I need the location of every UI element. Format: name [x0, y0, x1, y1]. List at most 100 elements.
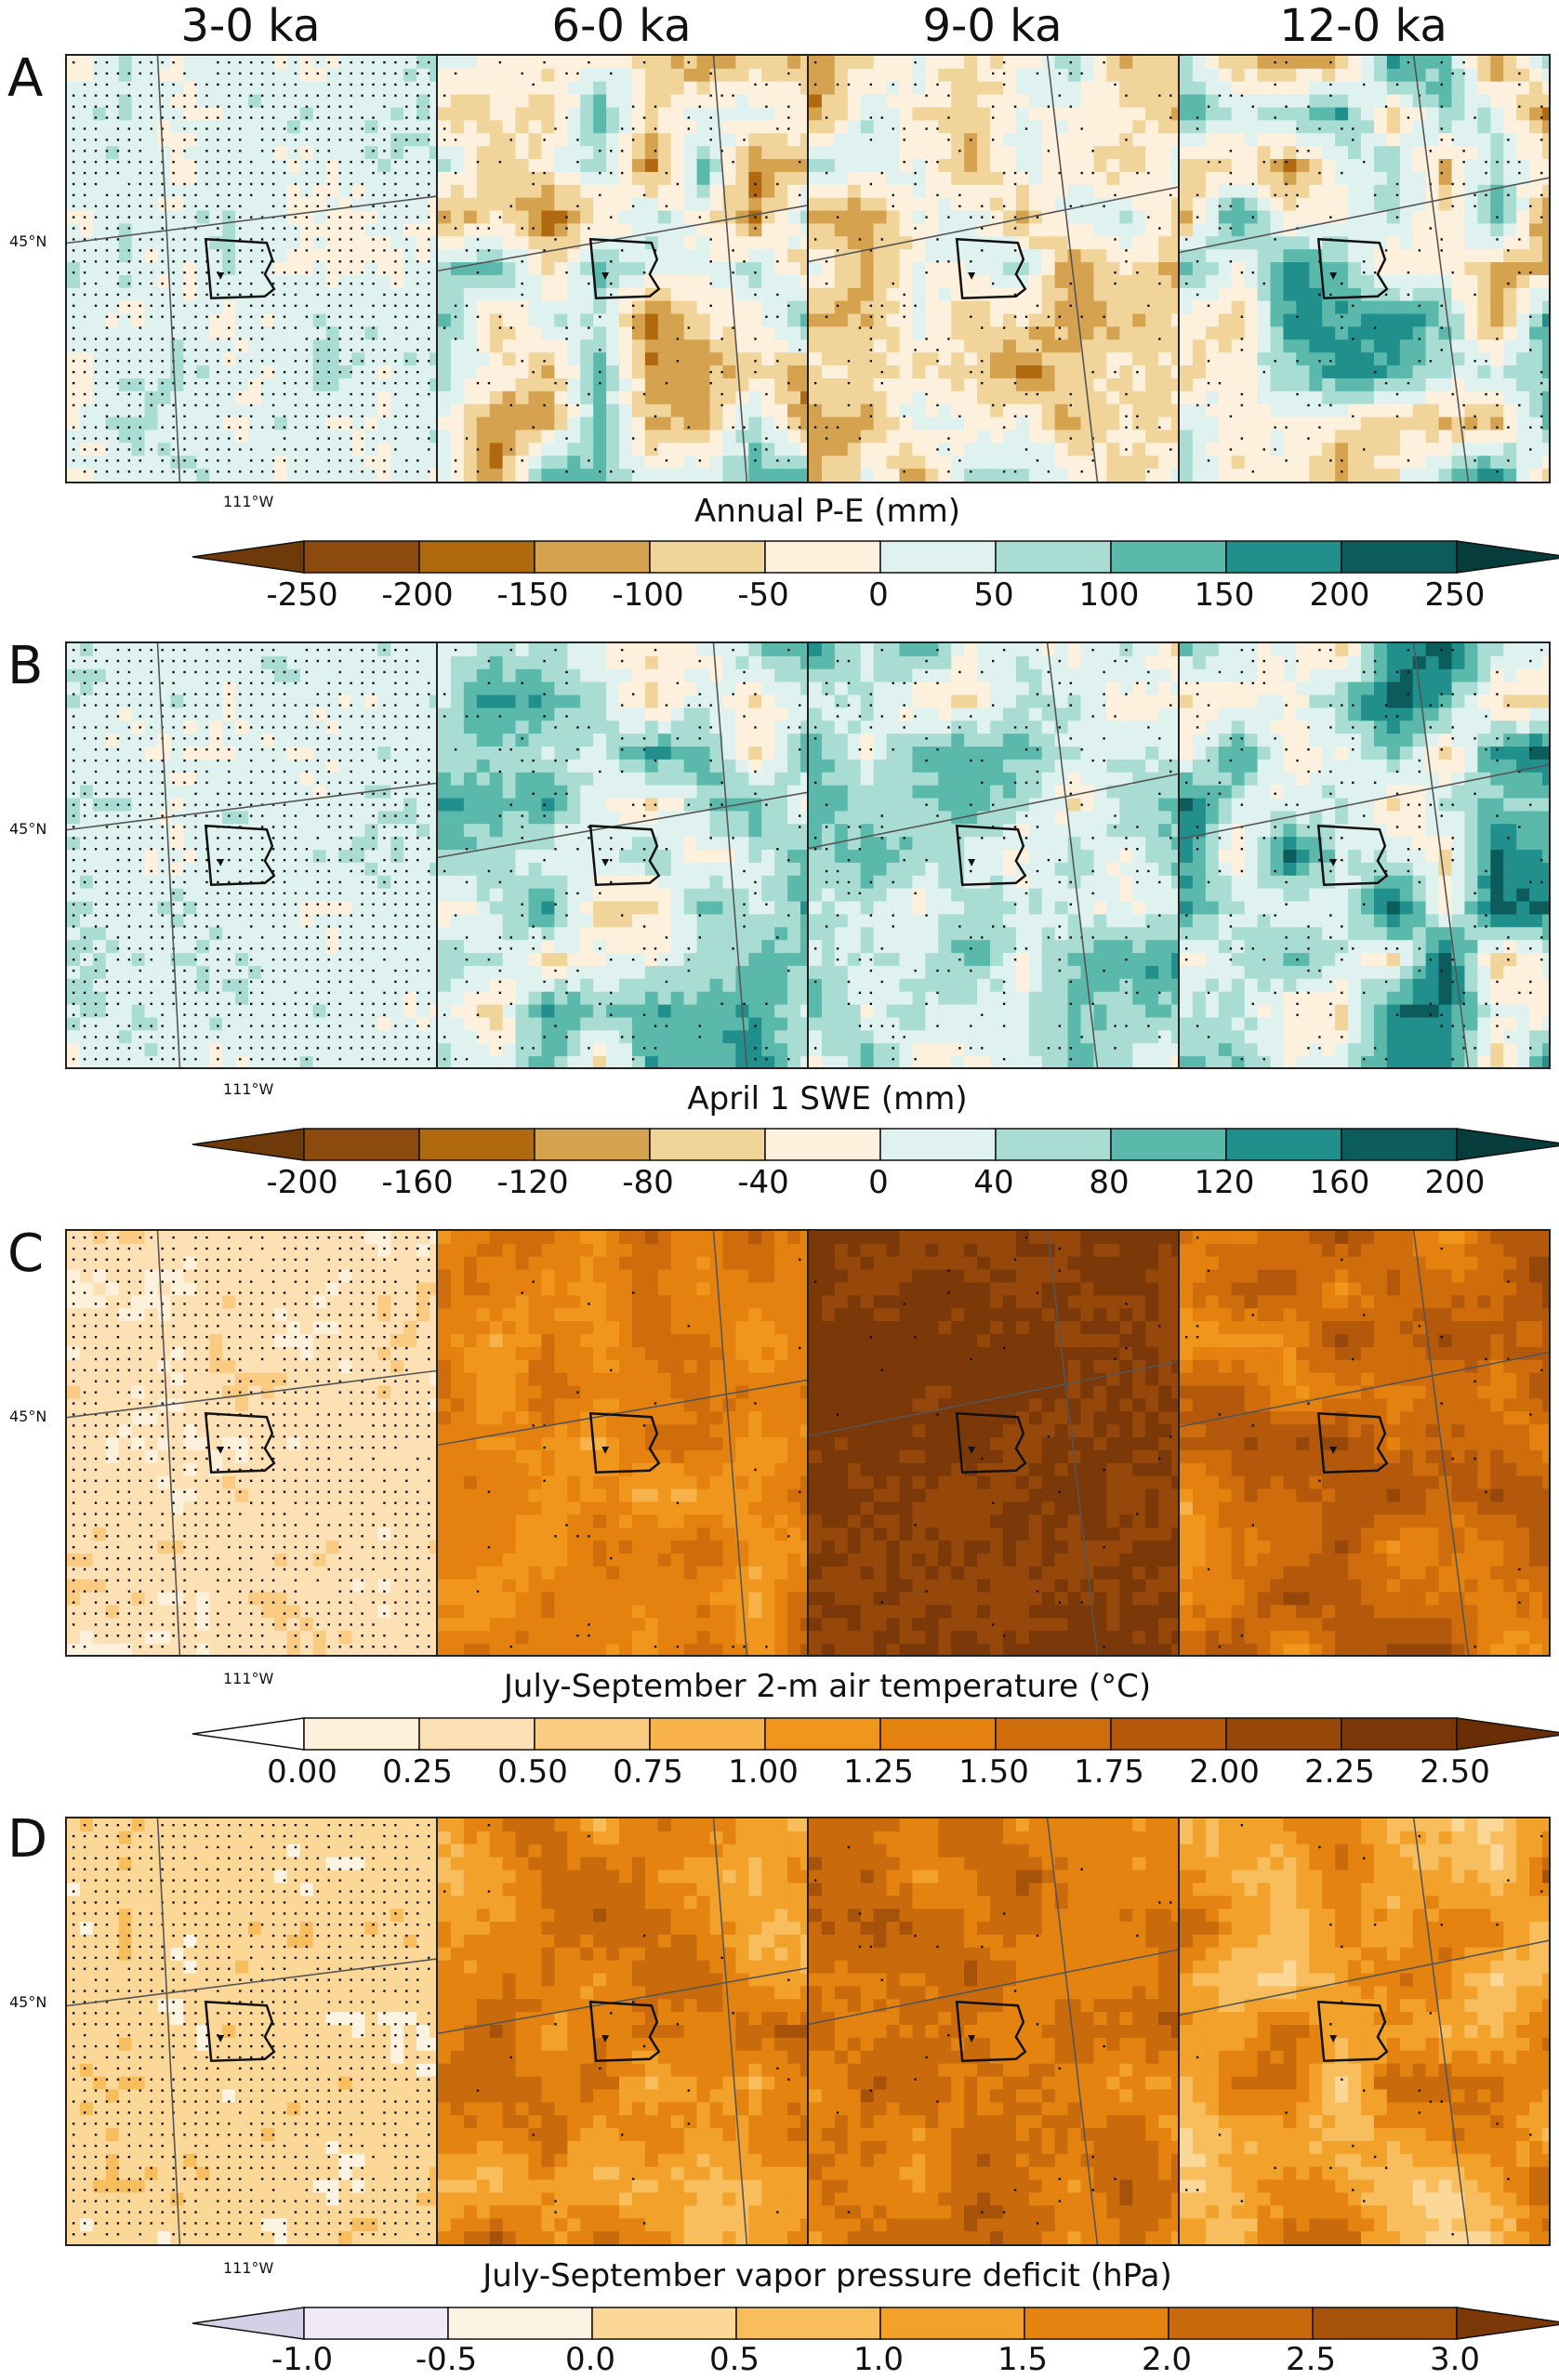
significance-dots [72, 648, 430, 1061]
colorbar-segment [418, 1128, 535, 1161]
colorbar-segment [303, 1128, 420, 1161]
grid-cells [1180, 1231, 1549, 1655]
grid-cells [809, 1231, 1178, 1655]
row-letter-d: D [7, 1809, 47, 1870]
study-area-outline [204, 824, 276, 887]
colorbar-segment [764, 1128, 881, 1161]
colorbar-segment [534, 1128, 651, 1161]
colorbar-tick-label: 1.25 [843, 1753, 914, 1791]
period-header-1: 3-0 ka [65, 0, 436, 56]
colorbar-tick-label: 1.75 [1074, 1753, 1144, 1791]
significance-dots [443, 648, 801, 1061]
colorbar-segment [418, 540, 535, 574]
site-marker-icon [968, 858, 976, 866]
colorbar-tick-label: 0.0 [565, 2341, 615, 2378]
colorbar-title-a: Annual P-E (mm) [167, 493, 1487, 530]
colorbar-segment [1110, 1717, 1227, 1751]
meridian-line [712, 1231, 748, 1655]
parallel-line [438, 1967, 807, 2035]
map-panel-1-2 [436, 54, 809, 483]
row-letter-a: A [7, 48, 43, 109]
grid-cells [67, 56, 436, 482]
colorbar-segment [879, 540, 997, 574]
site-marker-icon [601, 858, 610, 866]
meridian-line [1412, 643, 1470, 1067]
colorbar-segment [303, 1717, 420, 1751]
colorbar-segment [1024, 2307, 1169, 2340]
grid-cells [438, 1818, 807, 2244]
colorbar-tick-label: 2.00 [1189, 1753, 1260, 1791]
lat-label-b: 45°N [9, 820, 46, 838]
colorbar-segment [995, 1717, 1112, 1751]
significance-dots [72, 1823, 430, 2236]
colorbar-segment [649, 540, 766, 574]
colorbar-tick-label: -80 [622, 1164, 674, 1201]
colorbar-tick-label: 2.50 [1420, 1753, 1490, 1791]
colorbar-tick-label: -0.5 [416, 2341, 477, 2378]
colorbar-segment [1341, 540, 1458, 574]
study-area-outline [204, 2000, 276, 2063]
colorbar-tick-label: 0 [868, 1164, 889, 1201]
grid-cells [1180, 643, 1549, 1067]
map-panel-1-4 [1178, 54, 1551, 483]
colorbar-tick-label: 1.00 [728, 1753, 799, 1791]
site-marker-icon [1329, 1446, 1338, 1454]
grid-cells [438, 1231, 807, 1655]
colorbar-segment [879, 2307, 1025, 2340]
colorbar-tick-label: 0.25 [382, 1753, 453, 1791]
colorbar-tick-label: -150 [496, 576, 568, 614]
colorbar-segment [879, 1128, 997, 1161]
colorbar-segment [649, 1717, 766, 1751]
map-row-b [65, 641, 1551, 1069]
colorbar-tick-label: 250 [1425, 576, 1486, 614]
significance-dots [813, 1845, 1172, 2225]
colorbar-tick-label: 1.0 [853, 2341, 904, 2378]
site-marker-icon [217, 858, 225, 866]
map-panel-4-4 [1178, 1817, 1551, 2246]
parallel-line [809, 1360, 1178, 1437]
parallel-line [67, 195, 436, 245]
site-marker-icon [217, 2034, 225, 2043]
colorbar-b [191, 1127, 1559, 1166]
significance-dots [1184, 1236, 1543, 1648]
colorbar-segment [303, 540, 420, 574]
period-header-4: 12-0 ka [1178, 0, 1549, 56]
colorbar-segment [1110, 1128, 1227, 1161]
map-panel-3-3 [807, 1229, 1180, 1657]
colorbar-tick-label: -50 [737, 576, 789, 614]
parallel-line [1180, 763, 1549, 840]
lon-label-d: 111°W [223, 2259, 273, 2277]
colorbar-tick-label: 50 [973, 576, 1013, 614]
significance-dots [813, 648, 1172, 1061]
colorbar-segment [534, 540, 651, 574]
grid-cells [809, 56, 1178, 482]
significance-dots [443, 60, 801, 473]
site-marker-icon [968, 1446, 976, 1454]
site-marker-icon [1329, 2034, 1338, 2043]
site-marker-icon [601, 1446, 610, 1454]
significance-dots [1184, 648, 1543, 1061]
map-panel-3-4 [1178, 1229, 1551, 1657]
meridian-line [1412, 56, 1470, 482]
colorbar-tick-label: -40 [737, 1164, 789, 1201]
colorbar-tick-label: -120 [496, 1164, 568, 1201]
parallel-line [438, 791, 807, 859]
colorbar-extend-low [192, 540, 305, 574]
parallel-line [1180, 1351, 1549, 1428]
grid-cells [809, 643, 1178, 1067]
colorbar-segment [1341, 1717, 1458, 1751]
colorbar-tick-label: 0.5 [709, 2341, 760, 2378]
parallel-line [809, 1949, 1178, 2026]
colorbar-tick-label: 2.0 [1142, 2341, 1192, 2378]
colorbar-tick-label: 1.5 [997, 2341, 1048, 2378]
colorbar-segment [1225, 540, 1342, 574]
colorbar-segment [764, 1717, 881, 1751]
meridian-line [156, 643, 181, 1067]
map-panel-2-1 [65, 641, 438, 1069]
period-header-3: 9-0 ka [807, 0, 1178, 56]
colorbar-tick-label: -100 [612, 576, 683, 614]
significance-dots [1184, 1823, 1543, 2236]
colorbar-segment [303, 2307, 449, 2340]
parallel-line [67, 1958, 436, 2007]
map-panel-1-3 [807, 54, 1180, 483]
